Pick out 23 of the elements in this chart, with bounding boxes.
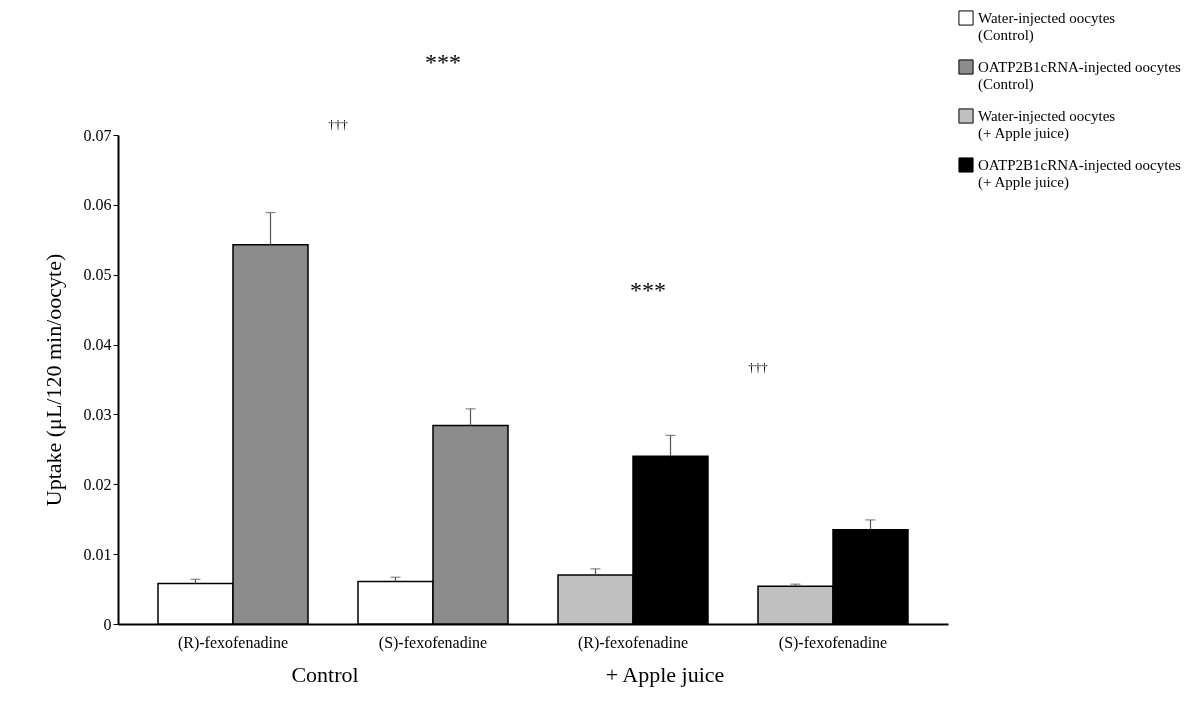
legend-label: Water-injected oocytes (Control) bbox=[978, 10, 1116, 44]
legend-label: OATP2B1cRNA-injected oocytes (Control) bbox=[978, 59, 1182, 93]
legend-label: Water-injected oocytes (+ Apple juice) bbox=[978, 108, 1116, 142]
y-tick-label: 0 bbox=[103, 615, 112, 633]
legend-label: OATP2B1cRNA-injected oocytes (+ Apple juice) bbox=[978, 157, 1182, 191]
x-tick-label: (S)-fexofenadine bbox=[378, 633, 488, 652]
text: Control bbox=[291, 662, 359, 687]
y-tick-label: 0.02 bbox=[83, 475, 112, 493]
y-axis-title: Uptake (μL/120 min/oocyte) bbox=[40, 253, 66, 507]
x-tick-label: (S)-fexofenadine bbox=[778, 633, 888, 652]
text: *** bbox=[425, 49, 461, 75]
x-tick-label: (R)-fexofenadine bbox=[577, 633, 689, 652]
annotation: *** bbox=[630, 277, 666, 303]
text: + Apple juice bbox=[605, 662, 725, 687]
text: ††† bbox=[328, 117, 349, 132]
y-tick-label: 0.06 bbox=[83, 196, 112, 214]
x-tick-label: (R)-fexofenadine bbox=[177, 633, 289, 652]
annotation: ††† bbox=[748, 360, 769, 375]
y-tick-label: 0.03 bbox=[83, 405, 112, 423]
y-tick-label: 0.05 bbox=[83, 266, 112, 284]
y-tick-label: 0.04 bbox=[83, 336, 112, 354]
y-tick-label: 0.01 bbox=[83, 545, 112, 563]
y-tick-label: 0.07 bbox=[83, 126, 112, 144]
